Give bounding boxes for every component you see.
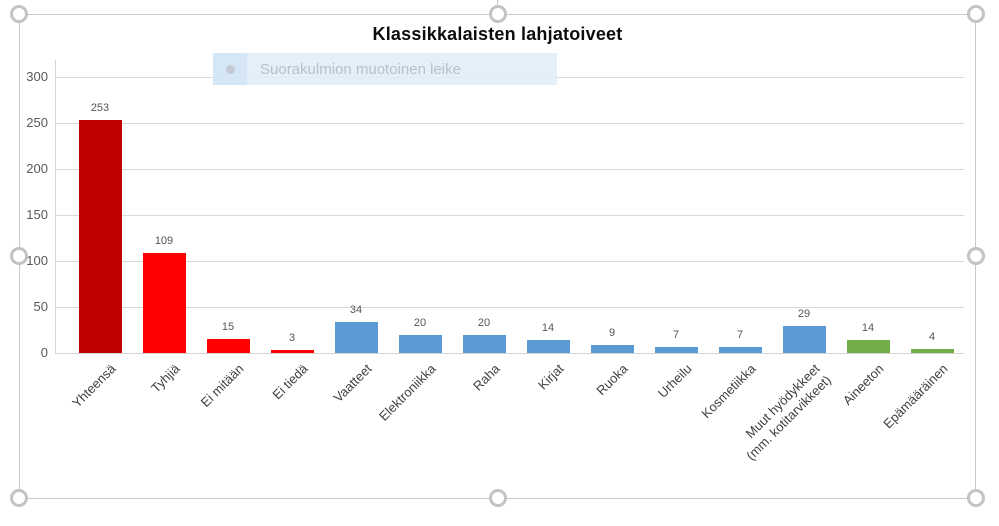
x-axis-line <box>55 353 964 354</box>
bar-6[interactable] <box>398 334 442 353</box>
bar-value-label: 34 <box>349 303 363 316</box>
selection-handle-top-center[interactable] <box>488 5 507 23</box>
bar-value-label: 9 <box>608 326 616 339</box>
bar-value-label: 20 <box>413 316 427 329</box>
bar-1[interactable] <box>78 120 122 353</box>
bar-3[interactable] <box>206 339 250 353</box>
bar-value-label: 14 <box>861 322 875 335</box>
bar-12[interactable] <box>782 326 826 353</box>
y-axis-line <box>55 60 56 353</box>
bar-8[interactable] <box>526 340 570 353</box>
clip-bullet-icon <box>225 64 235 74</box>
gridline-200 <box>56 169 964 170</box>
bar-4[interactable] <box>270 350 314 353</box>
bar-value-label: 7 <box>672 328 680 341</box>
bar-value-label: 4 <box>928 331 936 344</box>
bar-13[interactable] <box>846 340 890 353</box>
screen-clip-label: Suorakulmion muotoinen leike <box>260 60 461 78</box>
y-axis-tick-label: 200 <box>26 161 48 176</box>
y-axis-tick-label: 150 <box>26 207 48 222</box>
bar-14[interactable] <box>910 349 954 353</box>
selection-handle-middle-right[interactable] <box>967 247 985 265</box>
selection-handle-bottom-right[interactable] <box>967 489 985 507</box>
y-axis-tick-label: 300 <box>26 69 48 84</box>
bar-value-label: 109 <box>154 234 174 247</box>
gridline-100 <box>56 261 964 262</box>
bar-9[interactable] <box>590 344 634 353</box>
bar-value-label: 3 <box>288 332 296 345</box>
selection-handle-bottom-center[interactable] <box>488 489 507 507</box>
bar-value-label: 7 <box>736 328 744 341</box>
gridline-150 <box>56 215 964 216</box>
bar-value-label: 15 <box>221 321 235 334</box>
selection-handle-middle-left[interactable] <box>10 247 28 265</box>
y-axis-tick-label: 250 <box>26 115 48 130</box>
bar-2[interactable] <box>142 252 186 353</box>
screen-clip-tooltip: Suorakulmion muotoinen leike <box>213 53 557 85</box>
bar-7[interactable] <box>462 334 506 353</box>
bar-11[interactable] <box>718 346 762 353</box>
bar-5[interactable] <box>334 321 378 353</box>
y-axis-tick-label: 0 <box>40 345 48 360</box>
bar-value-label: 14 <box>541 322 555 335</box>
gridline-50 <box>56 307 964 308</box>
bar-10[interactable] <box>654 346 698 353</box>
chart-title: Klassikkalaisten lahjatoiveet <box>372 24 623 44</box>
selection-handle-top-left[interactable] <box>10 5 28 23</box>
bar-value-label: 29 <box>797 308 811 321</box>
clip-bullet-icon-box <box>213 53 247 85</box>
y-axis-tick-label: 100 <box>26 253 48 268</box>
selection-handle-top-right[interactable] <box>967 5 985 23</box>
gridline-250 <box>56 123 964 124</box>
y-axis-tick-label: 50 <box>33 299 48 314</box>
selection-handle-bottom-left[interactable] <box>10 489 28 507</box>
bar-value-label: 20 <box>477 316 491 329</box>
bar-value-label: 253 <box>90 102 110 115</box>
